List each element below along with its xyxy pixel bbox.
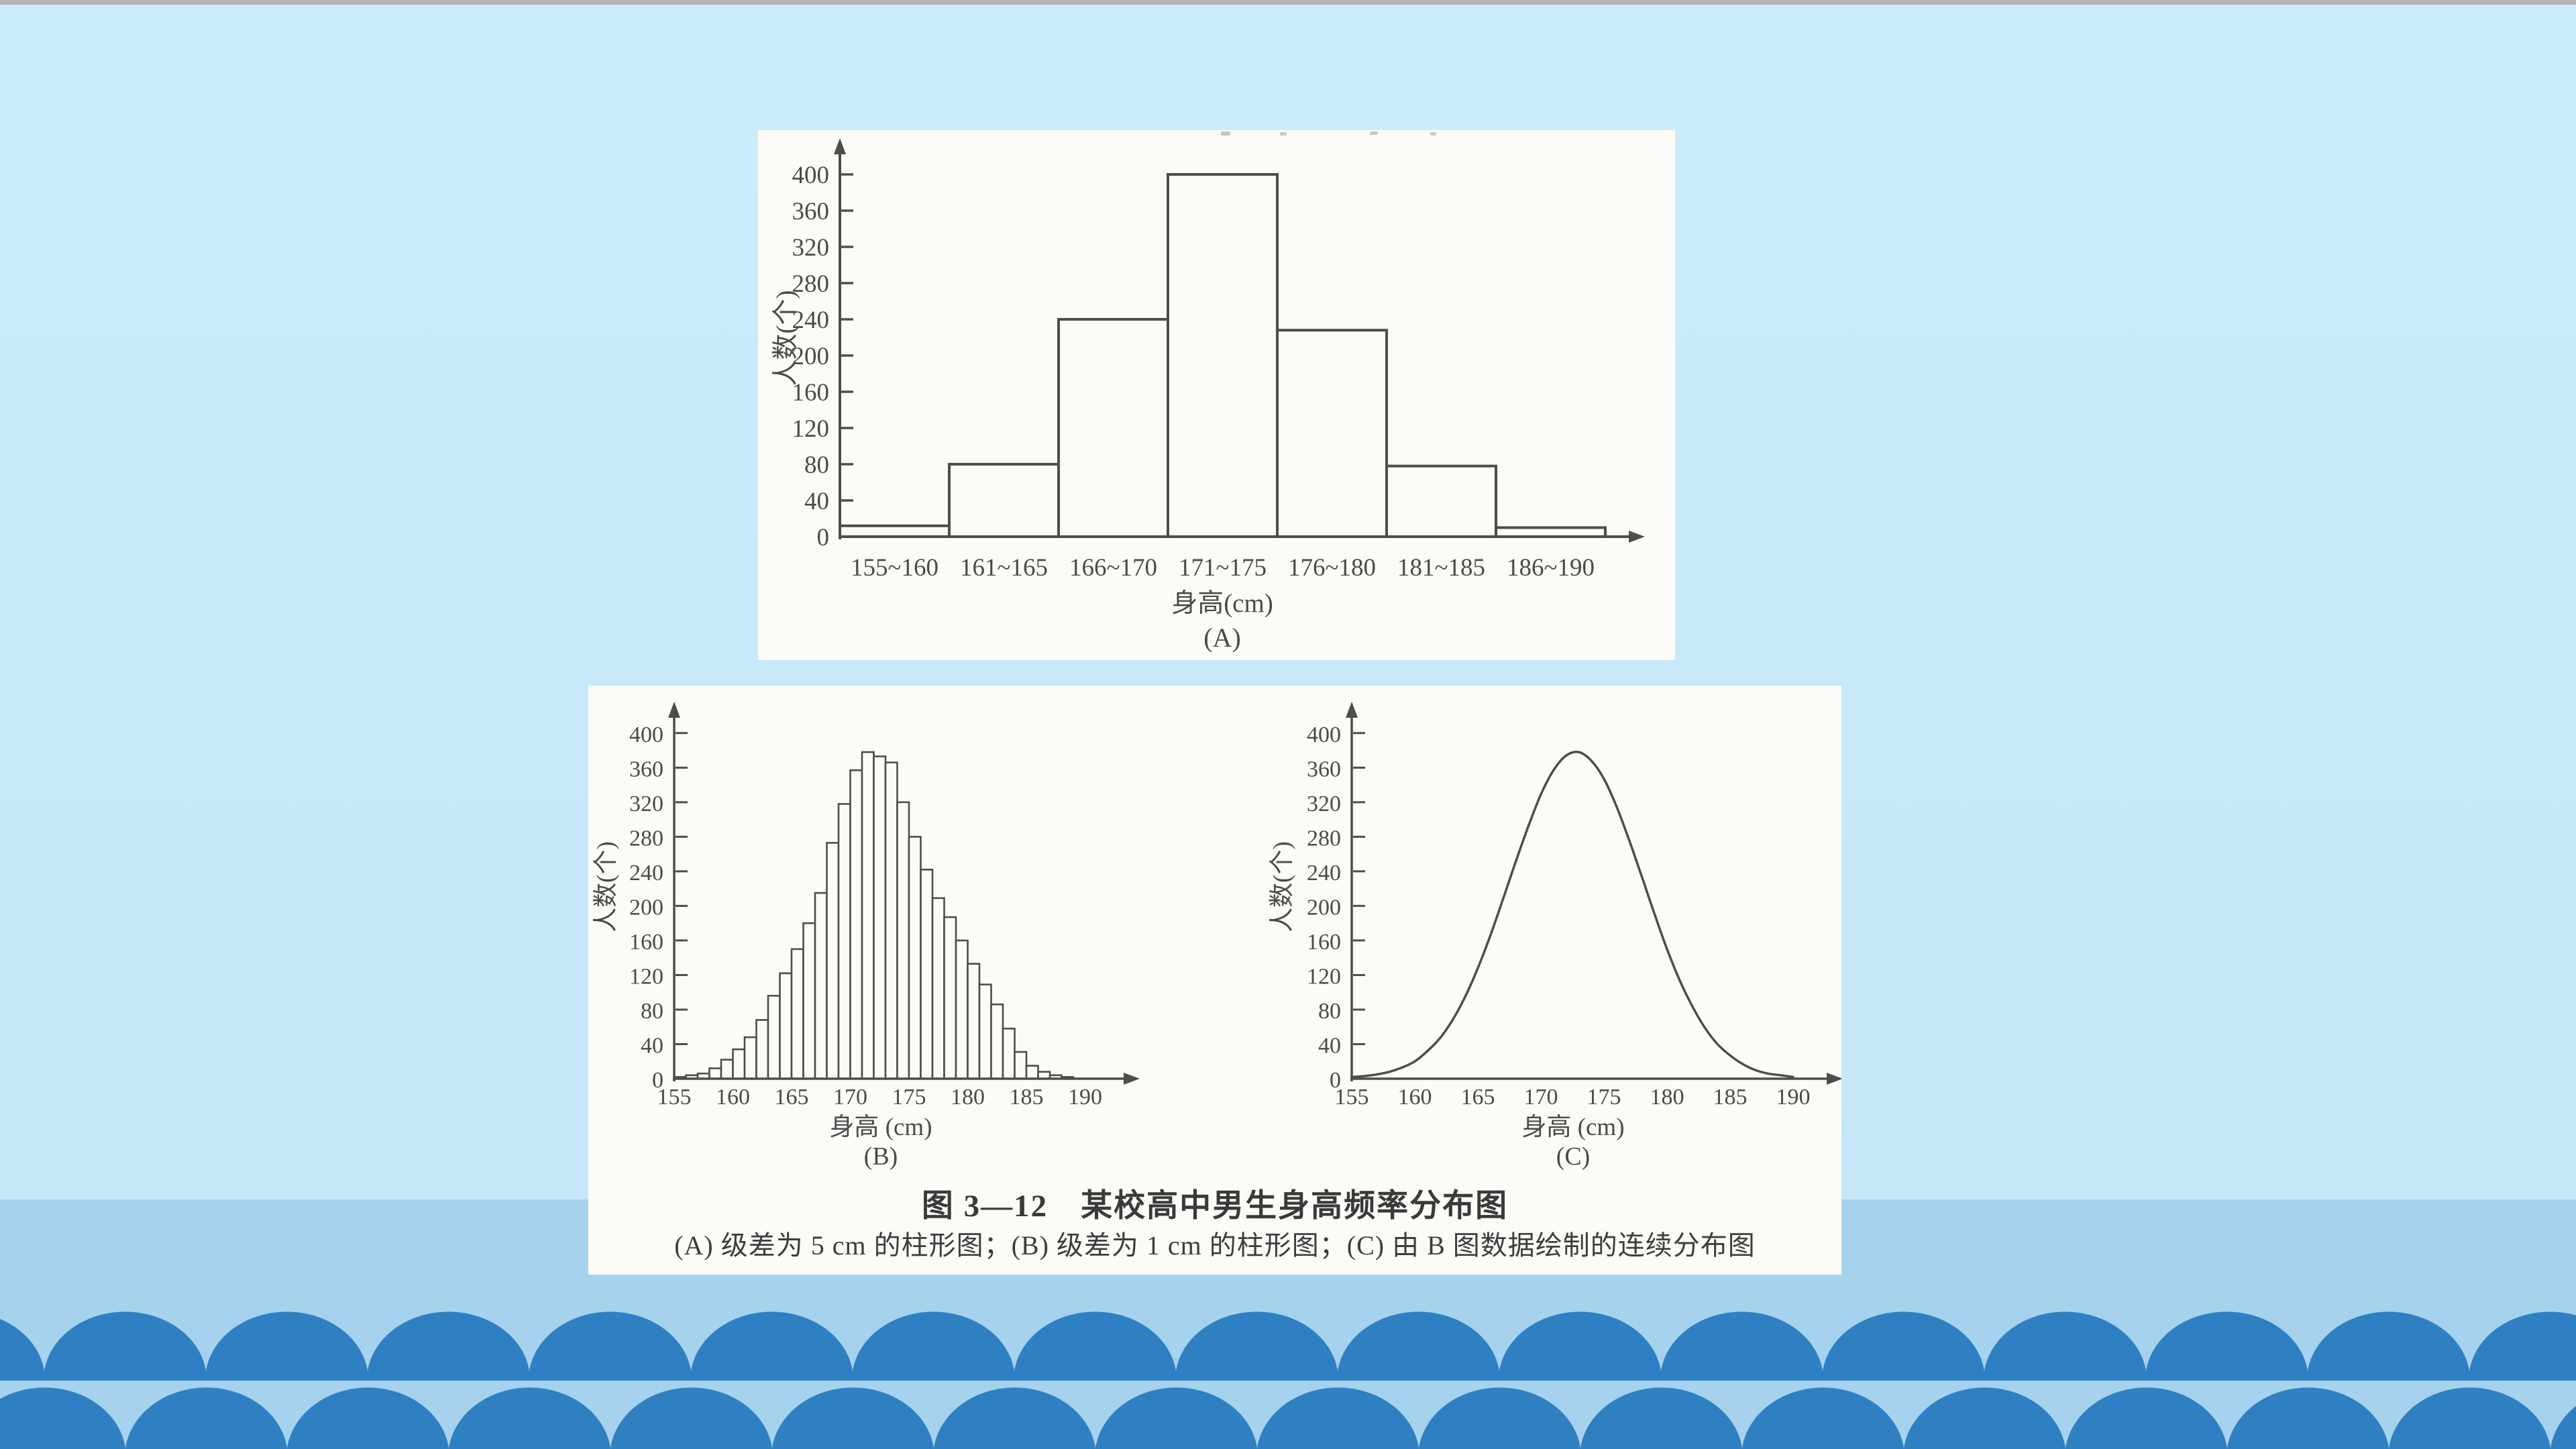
svg-text:360: 360: [792, 198, 830, 225]
svg-text:80: 80: [641, 999, 663, 1024]
scan-artifact-speck: [1370, 131, 1378, 135]
svg-text:280: 280: [629, 826, 663, 851]
svg-text:240: 240: [629, 861, 663, 885]
svg-text:155: 155: [657, 1085, 692, 1110]
chart-panel-A: 0 40 80 120 160 200 240 280 320 360 400 身高(cm) (A) 人数…: [758, 130, 1675, 660]
svg-text:0: 0: [817, 524, 830, 551]
svg-text:181~185: 181~185: [1397, 554, 1485, 582]
figure-caption-subtitle: (A) 级差为 5 cm 的柱形图；(B) 级差为 1 cm 的柱形图；(C) …: [674, 1230, 1756, 1260]
window-top-strip: [0, 0, 2576, 5]
chart-panel-BC: 0 40 80 120 160 200 240 280 320 360 400 身高 (cm) (B) 人…: [588, 686, 1841, 1275]
svg-text:(A): (A): [1203, 623, 1241, 653]
svg-text:166~170: 166~170: [1069, 554, 1157, 582]
svg-text:身高 (cm): 身高 (cm): [829, 1113, 932, 1141]
histogram-A-5cm-bins: 0 40 80 120 160 200 240 280 320 360 400 身高(cm) (A) 人数…: [771, 138, 1645, 653]
svg-text:400: 400: [629, 722, 663, 747]
svg-text:400: 400: [792, 162, 830, 189]
scan-artifact-speck: [1280, 132, 1287, 136]
figure-caption-title: 图 3—12 某校高中男生身高频率分布图: [921, 1189, 1509, 1224]
svg-text:176~180: 176~180: [1288, 554, 1376, 582]
svg-text:(B): (B): [864, 1142, 898, 1171]
svg-text:161~165: 161~165: [960, 554, 1048, 582]
svg-text:80: 80: [804, 451, 829, 479]
svg-text:240: 240: [792, 307, 830, 334]
svg-text:160: 160: [629, 930, 663, 955]
svg-text:320: 320: [792, 234, 830, 262]
svg-text:190: 190: [1068, 1085, 1102, 1110]
svg-text:人数(个): 人数(个): [771, 290, 800, 386]
svg-text:200: 200: [792, 343, 830, 370]
svg-text:171~175: 171~175: [1179, 554, 1267, 582]
svg-text:186~190: 186~190: [1507, 554, 1595, 582]
svg-text:160: 160: [716, 1085, 750, 1110]
svg-text:185: 185: [1010, 1085, 1044, 1110]
svg-text:200: 200: [629, 895, 663, 920]
svg-text:120: 120: [629, 964, 663, 989]
svg-text:360: 360: [629, 757, 663, 782]
svg-text:人数(个): 人数(个): [592, 841, 620, 932]
svg-text:120: 120: [792, 415, 830, 443]
scallop-wave-row-2: [0, 1383, 2576, 1449]
svg-text:40: 40: [641, 1033, 663, 1058]
scan-artifact-speck: [1430, 132, 1436, 136]
svg-text:160: 160: [792, 379, 830, 407]
scan-artifact-speck: [1221, 131, 1230, 136]
svg-text:180: 180: [951, 1085, 985, 1110]
svg-text:0: 0: [652, 1068, 663, 1093]
svg-text:170: 170: [833, 1085, 867, 1110]
scallop-wave-row-1: [0, 1311, 2576, 1381]
svg-text:身高(cm): 身高(cm): [1171, 589, 1273, 618]
svg-text:155~160: 155~160: [851, 554, 938, 582]
svg-text:175: 175: [892, 1085, 926, 1110]
svg-text:320: 320: [629, 792, 663, 816]
svg-text:165: 165: [775, 1085, 809, 1110]
svg-text:280: 280: [792, 270, 830, 298]
svg-text:40: 40: [804, 488, 829, 515]
histogram-B-1cm-bins: 0 40 80 120 160 200 240 280 320 360 400 身高 (cm)(B) 人…: [592, 702, 1140, 1171]
